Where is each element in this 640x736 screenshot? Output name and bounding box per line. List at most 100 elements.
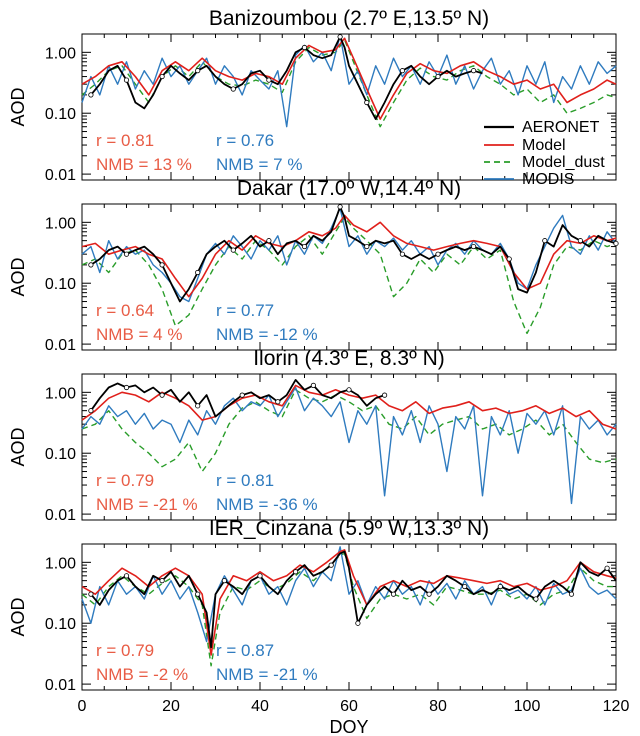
aeronet-point: [230, 247, 236, 253]
y-tick-label: 1.00: [45, 45, 76, 62]
panel-title: Banizoumbou (2.7º E,13.5º N): [209, 7, 489, 30]
model-nmb-stat: NMB = -21 %: [96, 495, 198, 514]
model-r-stat: r = 0.81: [96, 131, 154, 150]
model-r-stat: r = 0.79: [96, 471, 154, 490]
aeronet-point: [266, 238, 272, 244]
x-tick-label: 40: [251, 698, 269, 715]
model-r-stat: r = 0.64: [96, 301, 154, 320]
aeronet-point: [346, 387, 352, 393]
x-tick-label: 0: [78, 698, 87, 715]
series-line-modis: [81, 546, 617, 643]
model-nmb-stat: NMB = -2 %: [96, 665, 188, 684]
modis-nmb-stat: NMB = -36 %: [216, 495, 318, 514]
aeronet-point: [159, 262, 165, 268]
legend-label-modis: MODIS: [522, 171, 574, 188]
aeronet-point: [390, 591, 397, 597]
x-tick-label: 20: [162, 698, 180, 715]
series-line-model-dust: [81, 216, 617, 335]
panel-title: IER_Cinzana (5.9º W,13.3º N): [209, 517, 489, 540]
aeronet-point: [221, 578, 227, 584]
aeronet-point: [230, 86, 236, 92]
y-axis-label: AOD: [8, 427, 28, 466]
aeronet-point: [568, 591, 575, 597]
legend-label-aeronet: AERONET: [522, 119, 600, 136]
aeronet-point: [123, 77, 130, 83]
aeronet-point: [355, 620, 361, 626]
series-line-model-dust: [81, 389, 617, 473]
modis-r-stat: r = 0.77: [216, 301, 274, 320]
y-tick-label: 0.10: [45, 616, 76, 633]
x-tick-label: 120: [603, 698, 630, 715]
series-line-model: [81, 549, 617, 656]
aeronet-point: [506, 256, 512, 262]
y-tick-label: 1.00: [45, 215, 76, 232]
aeronet-point: [337, 34, 343, 40]
aeronet-point: [257, 573, 263, 579]
modis-nmb-stat: NMB = -12 %: [216, 325, 318, 344]
series-line-model-dust: [81, 39, 617, 128]
modis-nmb-stat: NMB = -21 %: [216, 665, 318, 684]
modis-r-stat: r = 0.76: [216, 131, 274, 150]
series-line-model: [81, 37, 617, 120]
aeronet-point: [266, 77, 272, 83]
aeronet-point: [337, 204, 343, 210]
model-nmb-stat: NMB = 13 %: [96, 155, 192, 174]
series-line-aeronet: [90, 550, 617, 649]
y-tick-label: 1.00: [45, 555, 76, 572]
aeronet-point: [88, 92, 94, 98]
y-tick-label: 0.01: [45, 337, 76, 354]
aeronet-point: [123, 251, 130, 257]
aeronet-point: [239, 392, 245, 398]
aeronet-point: [470, 68, 477, 74]
aeronet-point: [426, 591, 432, 597]
y-tick-label: 0.01: [45, 507, 76, 524]
series-line-aeronet: [90, 205, 617, 303]
aeronet-point: [195, 269, 201, 276]
y-axis-label: AOD: [8, 597, 28, 636]
series-line-model: [81, 384, 617, 430]
aeronet-point: [462, 583, 468, 590]
aeronet-point: [542, 238, 548, 244]
panel-title: Ilorin (4.3º E, 8.3º N): [253, 347, 445, 370]
series-line-aeronet: [90, 35, 483, 120]
y-axis-label: AOD: [8, 257, 28, 296]
aeronet-point: [399, 251, 405, 257]
aeronet-point: [613, 240, 619, 247]
panel-title: Dakar (17.0º W,14.4º N): [237, 177, 461, 200]
aeronet-point: [88, 408, 94, 414]
modis-r-stat: r = 0.81: [216, 471, 274, 490]
aeronet-point: [328, 562, 334, 568]
aeronet-point: [435, 73, 441, 80]
aeronet-point: [399, 68, 405, 74]
series-line-modis: [81, 386, 617, 505]
y-tick-label: 0.10: [45, 446, 76, 463]
aeronet-point: [381, 392, 388, 398]
aeronet-point: [275, 399, 281, 405]
aeronet-point: [88, 591, 94, 597]
x-tick-label: 80: [429, 698, 447, 715]
aeronet-point: [577, 238, 584, 244]
legend-label-model-dust: Model_dust: [522, 154, 605, 171]
aeronet-point: [364, 243, 370, 250]
aeronet-point: [195, 591, 201, 597]
y-axis-label: AOD: [8, 87, 28, 126]
aeronet-point: [159, 578, 165, 584]
model-nmb-stat: NMB = 4 %: [96, 325, 182, 344]
aeronet-point: [604, 565, 610, 571]
aeronet-point: [159, 73, 165, 80]
model-r-stat: r = 0.79: [96, 641, 154, 660]
y-tick-label: 0.10: [45, 106, 76, 123]
modis-r-stat: r = 0.87: [216, 641, 274, 660]
series-line-model: [81, 214, 617, 298]
aeronet-point: [292, 569, 299, 575]
y-tick-label: 1.00: [45, 385, 76, 402]
aeronet-point: [123, 384, 130, 391]
aeronet-point: [497, 583, 503, 590]
aeronet-point: [88, 262, 94, 268]
y-tick-label: 0.01: [45, 677, 76, 694]
modis-nmb-stat: NMB = 7 %: [216, 155, 302, 174]
aeronet-point: [195, 403, 201, 409]
series-line-modis: [81, 34, 617, 128]
aeronet-point: [159, 392, 165, 398]
